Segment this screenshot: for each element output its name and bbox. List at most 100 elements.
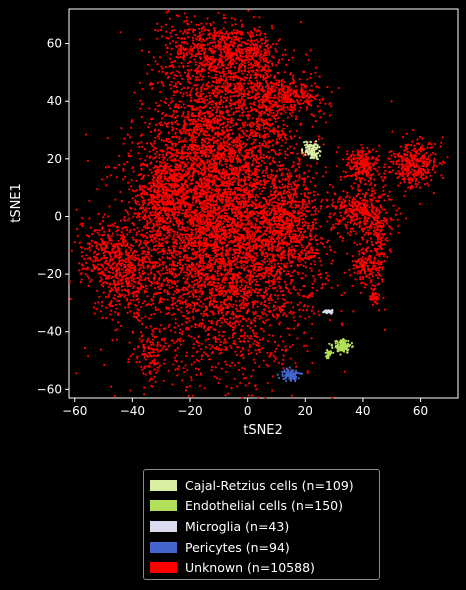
data-point — [219, 137, 222, 140]
data-point — [224, 281, 227, 284]
data-point — [239, 289, 242, 292]
data-point — [268, 257, 271, 260]
data-point — [357, 250, 361, 253]
data-point — [230, 346, 233, 349]
data-point — [340, 310, 343, 313]
data-point — [255, 344, 258, 347]
data-point — [266, 260, 269, 263]
data-point — [164, 342, 167, 345]
data-point — [180, 251, 183, 254]
data-point — [248, 149, 251, 152]
data-point — [191, 248, 194, 251]
data-point — [218, 262, 221, 265]
data-point — [286, 327, 289, 330]
data-point — [166, 256, 169, 259]
data-point — [111, 339, 114, 342]
data-point — [255, 30, 258, 33]
data-point — [292, 164, 295, 167]
data-point — [159, 274, 162, 277]
data-point — [309, 238, 312, 241]
data-point — [210, 369, 213, 372]
data-point — [289, 310, 292, 313]
data-point — [252, 342, 255, 346]
data-point — [220, 308, 223, 311]
data-point — [168, 107, 172, 110]
data-point — [163, 298, 166, 301]
data-point — [171, 313, 174, 316]
data-point — [217, 293, 220, 296]
data-point — [147, 125, 150, 129]
data-point — [270, 261, 273, 264]
data-point — [204, 253, 207, 256]
data-point — [209, 240, 212, 243]
data-point — [160, 99, 163, 102]
data-point — [356, 243, 359, 246]
data-point — [162, 263, 165, 266]
data-point — [153, 245, 156, 248]
data-point — [311, 295, 314, 298]
data-point — [181, 247, 185, 250]
data-point — [252, 141, 256, 144]
data-point — [295, 195, 298, 199]
data-point — [214, 193, 217, 196]
data-point — [232, 113, 235, 116]
data-point — [256, 254, 259, 257]
data-point — [219, 220, 222, 223]
data-point — [152, 148, 155, 152]
data-point — [183, 293, 186, 296]
data-point — [214, 213, 217, 216]
data-point — [276, 201, 279, 204]
data-point — [303, 331, 306, 335]
data-point — [206, 328, 209, 331]
data-point — [265, 319, 268, 322]
data-point — [212, 337, 215, 340]
data-point — [233, 340, 236, 343]
data-point — [332, 201, 335, 204]
data-point — [226, 243, 229, 246]
data-point — [218, 319, 221, 322]
data-point — [243, 163, 246, 166]
data-point — [119, 190, 122, 194]
data-point — [257, 344, 260, 347]
data-point — [207, 283, 210, 286]
data-point — [282, 314, 285, 317]
data-point — [229, 364, 232, 367]
data-point — [272, 187, 275, 190]
data-point — [208, 262, 212, 265]
data-point — [272, 306, 275, 309]
data-point — [235, 146, 238, 149]
data-point — [272, 278, 275, 281]
data-point — [188, 264, 191, 267]
data-point — [232, 124, 235, 127]
data-point — [209, 347, 212, 350]
data-point — [146, 198, 150, 201]
data-point — [239, 314, 242, 317]
data-point — [195, 230, 198, 233]
data-point — [193, 302, 196, 306]
data-point — [199, 253, 202, 256]
data-point — [189, 306, 192, 309]
data-point — [221, 237, 225, 240]
data-point — [288, 333, 291, 336]
data-point — [275, 317, 278, 320]
data-point — [237, 248, 240, 251]
data-point — [137, 318, 140, 322]
data-point — [179, 271, 182, 274]
data-point — [253, 334, 256, 337]
data-point — [277, 305, 280, 308]
data-point — [205, 297, 208, 300]
data-point — [130, 207, 133, 210]
data-point — [240, 204, 243, 207]
data-point — [243, 334, 246, 337]
data-point — [341, 324, 344, 327]
data-point — [204, 339, 207, 342]
data-point — [215, 285, 218, 288]
data-point — [252, 279, 255, 282]
data-point — [158, 137, 161, 140]
data-point — [310, 309, 313, 312]
data-point — [212, 328, 215, 331]
data-point — [243, 331, 246, 334]
data-point — [245, 304, 249, 307]
data-point — [244, 230, 248, 233]
data-point — [153, 140, 156, 143]
